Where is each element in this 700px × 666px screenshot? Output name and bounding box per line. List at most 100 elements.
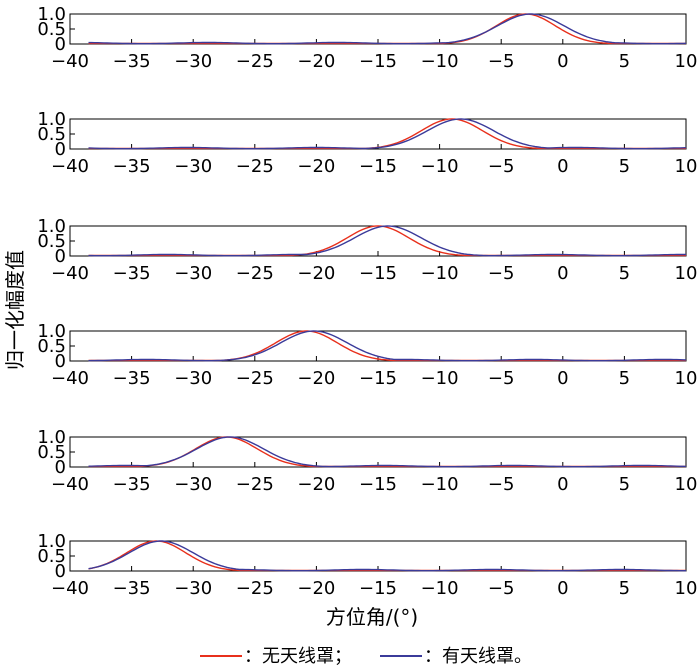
series-with-radome	[88, 118, 687, 150]
y-tick-label: 0	[55, 457, 66, 478]
x-tick-label: −20	[297, 156, 335, 177]
x-tick-label: −5	[488, 263, 515, 284]
x-tick-label: −10	[421, 368, 459, 389]
x-tick-label: −20	[297, 474, 335, 495]
series-no-radome	[88, 330, 686, 362]
x-tick-label: −20	[297, 578, 335, 599]
y-axis-title: 归一化幅度值	[3, 250, 27, 370]
x-tick-label: −30	[174, 156, 212, 177]
x-tick-label: −40	[51, 263, 89, 284]
y-tick-label: 0.5	[37, 336, 66, 357]
y-tick-label: 1.0	[37, 321, 66, 342]
y-tick-label: 0.5	[37, 231, 66, 252]
x-tick-label: −15	[359, 578, 397, 599]
series-with-radome	[88, 436, 687, 468]
x-tick-label: −40	[51, 51, 89, 72]
x-tick-label: −5	[488, 578, 515, 599]
legend-label: ：有天线罩。	[424, 646, 532, 666]
y-tick-label: 0	[55, 561, 66, 582]
panel-4: 00.51.0−40 −35 −30 −25 −20 −15 −10 −5 0 5 10	[37, 321, 697, 389]
x-tick-label: −25	[236, 474, 274, 495]
x-tick-label: 5	[619, 156, 630, 177]
x-tick-label: −5	[488, 156, 515, 177]
x-tick-label: 5	[619, 578, 630, 599]
x-tick-label: 5	[619, 368, 630, 389]
x-tick-label: −25	[236, 156, 274, 177]
x-tick-label: −15	[359, 368, 397, 389]
x-tick-label: −35	[113, 263, 151, 284]
panel-5: 00.51.0−40 −35 −30 −25 −20 −15 −10 −5 0 5 10	[37, 427, 697, 495]
x-tick-label: −5	[488, 474, 515, 495]
x-tick-label: 10	[675, 156, 698, 177]
series-no-radome	[88, 13, 686, 45]
x-tick-label: −10	[421, 156, 459, 177]
series-no-radome	[88, 118, 686, 150]
y-tick-label: 0	[55, 139, 66, 160]
x-tick-label: −10	[421, 263, 459, 284]
x-tick-label: 0	[557, 156, 568, 177]
y-tick-label: 1.0	[37, 531, 66, 552]
x-tick-label: −40	[51, 156, 89, 177]
x-tick-label: −35	[113, 51, 151, 72]
series-with-radome	[88, 225, 686, 257]
x-tick-label: −5	[488, 368, 515, 389]
x-tick-label: −15	[359, 156, 397, 177]
y-tick-label: 1.0	[37, 427, 66, 448]
series-with-radome	[88, 13, 687, 45]
y-tick-label: 0	[55, 246, 66, 267]
panel-1: 00.51.0−40 −35 −30 −25 −20 −15 −10 −5 0 5 10	[37, 4, 697, 72]
x-tick-label: 0	[557, 263, 568, 284]
y-tick-label: 1.0	[37, 109, 66, 130]
x-tick-label: −25	[236, 51, 274, 72]
x-tick-label: −30	[174, 578, 212, 599]
x-tick-label: −10	[421, 51, 459, 72]
legend: ：无天线罩； ：有天线罩。	[200, 646, 532, 666]
x-tick-label: 5	[619, 474, 630, 495]
x-tick-label: 10	[675, 368, 698, 389]
x-tick-label: −40	[51, 578, 89, 599]
x-tick-label: −35	[113, 156, 151, 177]
x-tick-label: −20	[297, 51, 335, 72]
y-tick-label: 1.0	[37, 4, 66, 25]
panels-group: 00.51.0−40 −35 −30 −25 −20 −15 −10 −5 0 5 1000.51.…	[37, 4, 697, 599]
x-tick-label: −25	[236, 578, 274, 599]
x-tick-label: −10	[421, 474, 459, 495]
y-tick-label: 0.5	[37, 546, 66, 567]
x-axis-title: 方位角/(°)	[326, 605, 418, 629]
y-tick-label: 0	[55, 34, 66, 55]
x-tick-label: −15	[359, 474, 397, 495]
x-tick-label: −30	[174, 263, 212, 284]
x-tick-label: −35	[113, 474, 151, 495]
panel-2: 00.51.0−40 −35 −30 −25 −20 −15 −10 −5 0 5 10	[37, 109, 697, 177]
x-tick-label: −30	[174, 51, 212, 72]
y-tick-label: 1.0	[37, 216, 66, 237]
y-tick-label: 0.5	[37, 19, 66, 40]
panel-3: 00.51.0−40 −35 −30 −25 −20 −15 −10 −5 0 5 10	[37, 216, 697, 284]
legend-label: ：无天线罩；	[244, 646, 352, 666]
x-tick-label: −35	[113, 368, 151, 389]
x-tick-label: 10	[675, 578, 698, 599]
x-tick-label: −35	[113, 578, 151, 599]
x-tick-label: −40	[51, 368, 89, 389]
series-no-radome	[88, 225, 686, 257]
y-tick-label: 0.5	[37, 442, 66, 463]
x-tick-label: 5	[619, 51, 630, 72]
panel-6: 00.51.0−40 −35 −30 −25 −20 −15 −10 −5 0 5 10	[37, 531, 697, 599]
x-tick-label: −10	[421, 578, 459, 599]
x-tick-label: 0	[557, 51, 568, 72]
x-tick-label: −25	[236, 368, 274, 389]
x-tick-label: −20	[297, 263, 335, 284]
x-tick-label: −40	[51, 474, 89, 495]
x-tick-label: 5	[619, 263, 630, 284]
x-tick-label: −5	[488, 51, 515, 72]
series-with-radome	[88, 330, 687, 362]
x-tick-label: 10	[675, 474, 698, 495]
x-tick-label: 10	[675, 51, 698, 72]
x-tick-label: 0	[557, 578, 568, 599]
x-tick-label: 0	[557, 368, 568, 389]
x-tick-label: −15	[359, 263, 397, 284]
x-tick-label: 0	[557, 474, 568, 495]
y-tick-label: 0	[55, 351, 66, 372]
x-tick-label: −20	[297, 368, 335, 389]
